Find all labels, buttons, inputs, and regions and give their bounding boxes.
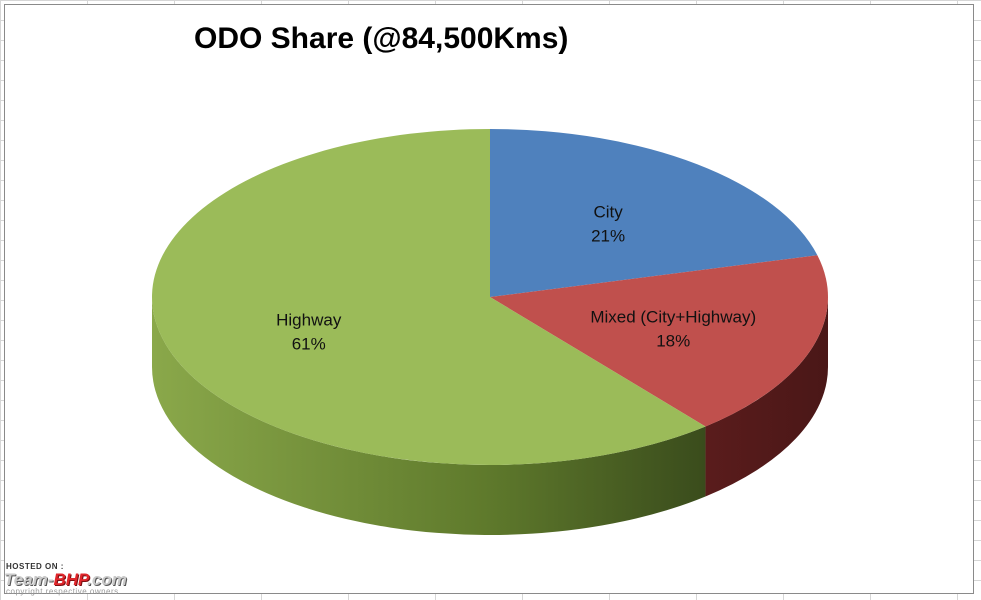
pie-top-layer: [151, 129, 828, 465]
watermark-logo: Team-BHP.com: [4, 570, 127, 590]
chart-title: ODO Share (@84,500Kms): [194, 22, 569, 55]
pie-side-mixed-city-highway: [705, 297, 828, 497]
pie-slice-highway[interactable]: [151, 129, 706, 465]
watermark: HOSTED ON : Team-BHP.com copyright respe…: [4, 562, 194, 596]
slice-value-city: 21%: [591, 226, 625, 245]
pie-slice-mixed-city-highway[interactable]: [490, 255, 828, 427]
watermark-hosted-on: HOSTED ON :: [6, 562, 64, 571]
pie-depth-layer: [152, 297, 828, 535]
watermark-site-accent: BHP: [53, 570, 88, 589]
watermark-site-suffix: .com: [87, 570, 127, 589]
pie-slice-city[interactable]: [490, 129, 818, 297]
slice-label-highway: Highway: [276, 310, 342, 329]
slice-value-highway: 61%: [292, 334, 326, 353]
slice-label-mixed-city-highway: Mixed (City+Highway): [590, 308, 756, 327]
watermark-site-prefix: Team-: [4, 570, 54, 589]
slice-value-mixed-city-highway: 18%: [656, 332, 690, 351]
pie-side-highway: [152, 297, 706, 535]
pie-label-layer: City 21% Mixed (City+Highway) 18% Highway 61%: [276, 202, 756, 353]
watermark-copyright: copyright respective owners: [6, 587, 119, 596]
slice-label-city: City: [593, 202, 623, 221]
